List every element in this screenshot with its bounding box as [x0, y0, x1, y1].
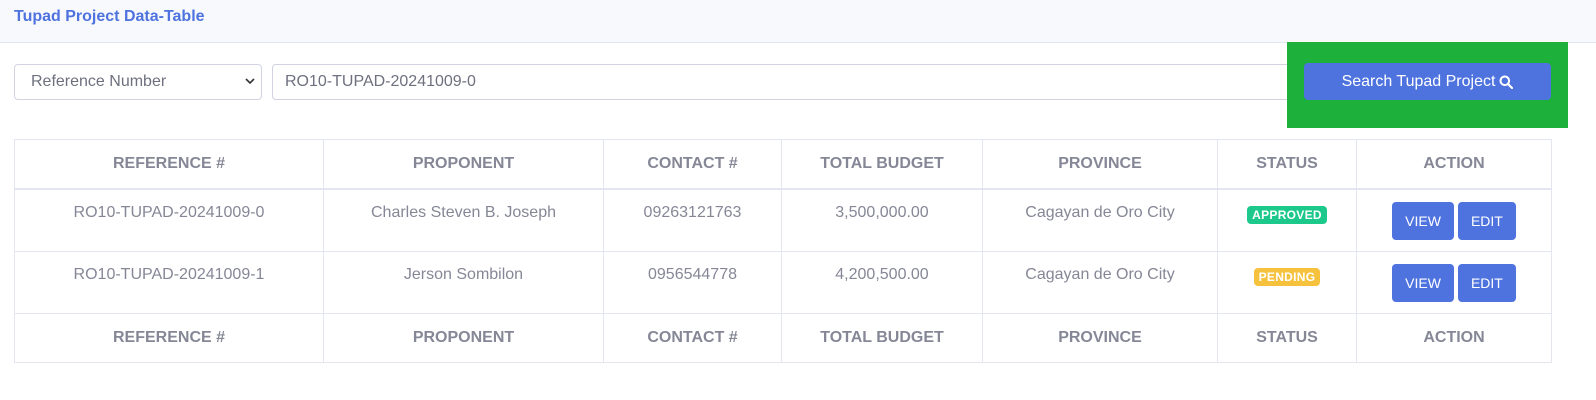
proponent-cell: Jerson Sombilon	[403, 266, 524, 283]
reference-cell: RO10-TUPAD-20241009-0	[73, 204, 265, 221]
proponent-cell: Charles Steven B. Joseph	[371, 204, 556, 221]
column-footer: PROVINCE	[982, 313, 1218, 363]
status-badge: APPROVED	[1247, 206, 1327, 224]
column-header[interactable]: PROVINCE	[982, 139, 1218, 190]
search-field-value: Reference Number	[31, 73, 167, 90]
search-icon	[1499, 75, 1514, 89]
budget-cell: 3,500,000.00	[835, 204, 929, 221]
column-header[interactable]: TOTAL BUDGET	[781, 139, 983, 190]
search-input[interactable]	[272, 64, 1292, 100]
column-header: ACTION	[1356, 139, 1552, 190]
column-header[interactable]: PROPONENT	[323, 139, 604, 190]
status-badge: PENDING	[1253, 268, 1321, 286]
table-header-row: REFERENCE # PROPONENT CONTACT # TOTAL BU…	[14, 139, 1552, 190]
province-cell: Cagayan de Oro City	[1025, 204, 1175, 221]
search-button-label: Search Tupad Project	[1341, 72, 1496, 90]
chevron-down-icon	[245, 78, 255, 85]
column-header[interactable]: REFERENCE #	[14, 139, 324, 190]
column-footer: STATUS	[1217, 313, 1357, 363]
column-header[interactable]: CONTACT #	[603, 139, 782, 190]
edit-button[interactable]: EDIT	[1457, 264, 1516, 302]
table-footer-row: REFERENCE # PROPONENT CONTACT # TOTAL BU…	[14, 313, 1552, 363]
view-button[interactable]: VIEW	[1392, 264, 1454, 302]
column-footer: PROPONENT	[323, 313, 604, 363]
budget-cell: 4,200,500.00	[835, 266, 929, 283]
page-title: Tupad Project Data-Table	[14, 8, 205, 25]
contact-cell: 09263121763	[643, 204, 742, 221]
column-footer: TOTAL BUDGET	[781, 313, 983, 363]
card-header: Tupad Project Data-Table	[0, 0, 1596, 43]
table-row: RO10-TUPAD-20241009-1 Jerson Sombilon 09…	[14, 251, 1552, 314]
tupad-project-table: REFERENCE # PROPONENT CONTACT # TOTAL BU…	[14, 139, 1552, 363]
edit-button[interactable]: EDIT	[1457, 202, 1516, 240]
table-row: RO10-TUPAD-20241009-0 Charles Steven B. …	[14, 188, 1552, 252]
column-footer: REFERENCE #	[14, 313, 324, 363]
search-field-select[interactable]: Reference Number	[14, 64, 262, 100]
province-cell: Cagayan de Oro City	[1025, 266, 1175, 283]
contact-cell: 0956544778	[648, 266, 737, 283]
reference-cell: RO10-TUPAD-20241009-1	[73, 266, 265, 283]
column-footer: ACTION	[1356, 313, 1552, 363]
search-tupad-project-button[interactable]: Search Tupad Project	[1304, 63, 1551, 100]
column-header[interactable]: STATUS	[1217, 139, 1357, 190]
column-footer: CONTACT #	[603, 313, 782, 363]
view-button[interactable]: VIEW	[1392, 202, 1454, 240]
